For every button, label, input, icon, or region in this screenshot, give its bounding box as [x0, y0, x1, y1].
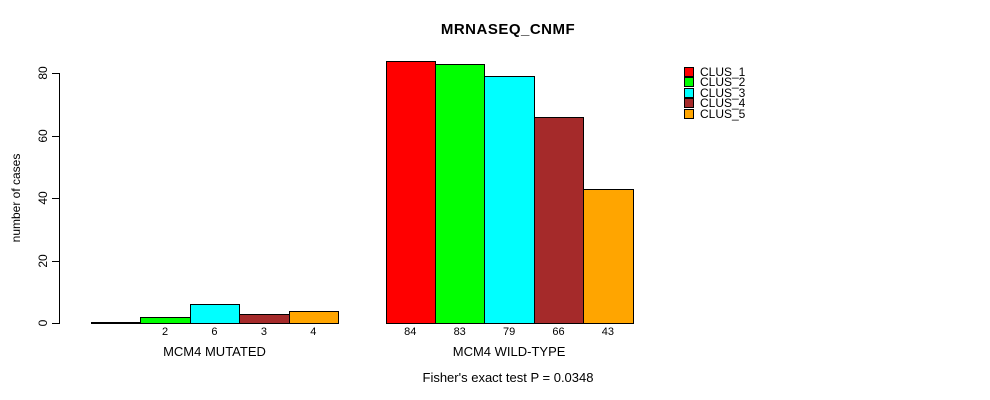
bar-value-label: 83	[453, 326, 466, 338]
legend-swatch-clus_4	[684, 98, 694, 109]
y-tick-label: 0	[36, 319, 50, 327]
bar-value-label: 4	[310, 326, 317, 338]
bar-clus_2-mcm4-mutated	[140, 316, 191, 324]
y-tick	[52, 198, 59, 199]
y-tick	[52, 260, 59, 262]
y-tick-label: 40	[36, 191, 50, 205]
legend-swatch-clus_2	[684, 77, 694, 88]
bar-clus_4-mcm4-mutated	[239, 313, 290, 324]
y-tick-label: 80	[36, 66, 50, 80]
y-tick	[52, 323, 59, 324]
legend-label-clus_3: CLUS_3	[700, 85, 746, 100]
bar-value-label: 2	[162, 326, 169, 338]
bar-value-label: 43	[601, 326, 614, 338]
bar-value-label: 6	[211, 326, 218, 338]
bar-clus_3-mcm4-wild-type	[484, 76, 535, 324]
category-label: MCM4 MUTATED	[163, 344, 266, 359]
y-tick	[52, 135, 59, 137]
y-tick	[52, 73, 59, 74]
legend-label-clus_1: CLUS_1	[700, 64, 746, 79]
legend-label-clus_5: CLUS_5	[700, 106, 746, 121]
bar-clus_2-mcm4-wild-type	[435, 63, 486, 324]
legend-swatch-clus_3	[684, 87, 694, 98]
legend-swatch-clus_1	[684, 66, 694, 77]
legend-label-clus_2: CLUS_2	[700, 75, 746, 90]
bar-clus_3-mcm4-mutated	[189, 304, 241, 324]
bar-clus_5-mcm4-wild-type	[583, 188, 634, 324]
bar-value-label: 66	[552, 326, 565, 338]
bar-clus_4-mcm4-wild-type	[533, 116, 585, 324]
y-axis-spine	[59, 73, 60, 324]
chart-title: MRNASEQ_CNMF	[440, 21, 576, 38]
bar-clus_1-mcm4-wild-type	[385, 60, 436, 324]
legend-label-clus_4: CLUS_4	[700, 96, 746, 111]
legend-swatch-clus_5	[684, 108, 694, 119]
footnote: Fisher's exact test P = 0.0348	[422, 370, 594, 385]
y-axis-label: number of cases	[9, 153, 23, 243]
bar-clus_5-mcm4-mutated	[288, 310, 339, 324]
y-tick-label: 60	[36, 128, 50, 143]
bar-value-label: 84	[404, 326, 417, 338]
bar-value-label: 79	[502, 326, 516, 338]
category-label: MCM4 WILD-TYPE	[452, 344, 566, 359]
bar-value-label: 3	[260, 326, 267, 338]
bar-clus_1-mcm4-mutated	[91, 322, 142, 324]
y-tick-label: 20	[36, 253, 50, 268]
